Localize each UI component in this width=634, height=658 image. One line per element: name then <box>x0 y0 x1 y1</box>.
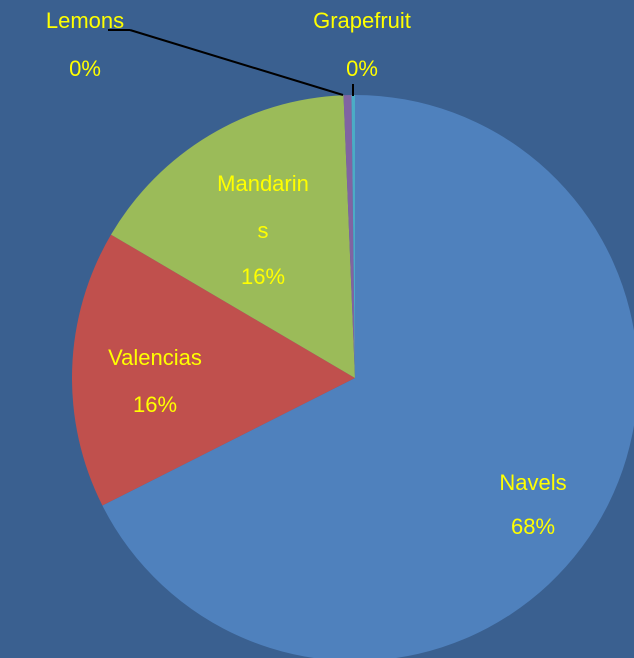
pie-slice <box>71 234 355 506</box>
value-label: 16% <box>241 264 285 289</box>
value-label: 0% <box>346 56 378 81</box>
category-label: Lemons <box>46 8 124 33</box>
value-label: 68% <box>511 514 555 539</box>
category-label-line: s <box>258 218 269 243</box>
category-label: Valencias <box>108 345 202 370</box>
pie-slice <box>111 95 355 379</box>
value-label: 16% <box>133 392 177 417</box>
category-label: Grapefruit <box>313 8 411 33</box>
leader-line <box>129 29 344 96</box>
category-label: Mandarin s <box>217 171 309 243</box>
value-label: 0% <box>69 56 101 81</box>
category-label-line: Mandarin <box>217 171 309 196</box>
category-label: Navels <box>499 470 566 495</box>
pie-slice <box>343 95 355 378</box>
pie <box>71 95 634 658</box>
pie-slice <box>102 95 634 658</box>
pie-slice <box>351 95 355 378</box>
